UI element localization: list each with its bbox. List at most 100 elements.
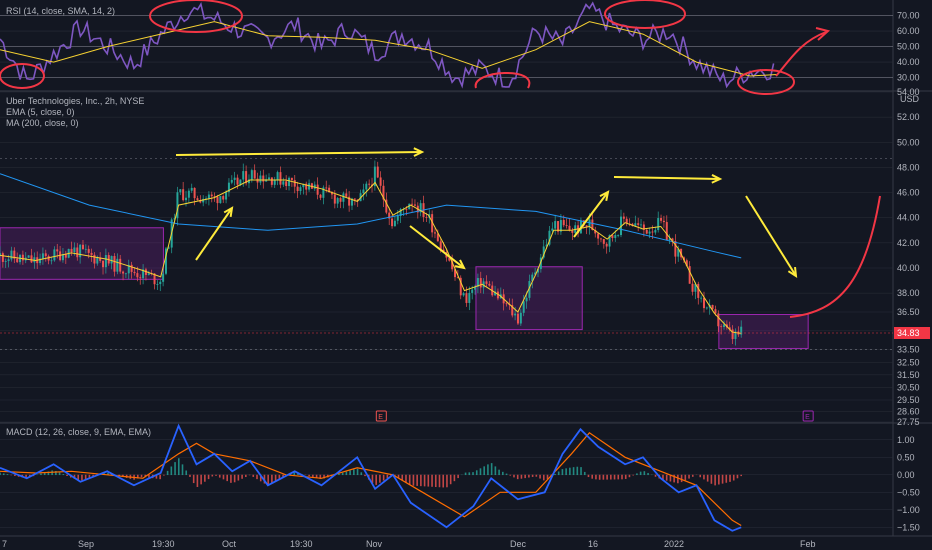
macd-histogram-bar [535, 474, 538, 477]
candle-body [279, 172, 282, 185]
candle-body [64, 254, 67, 258]
macd-histogram-bar [174, 462, 176, 476]
macd-histogram-bar [703, 474, 705, 480]
candle-body [79, 244, 82, 258]
macd-histogram-bar [610, 474, 612, 480]
candle-body [342, 193, 345, 202]
candle-body [585, 225, 588, 228]
price-legend-title: Uber Technologies, Inc., 2h, NYSE [6, 96, 145, 106]
macd-histogram-bar [315, 474, 318, 479]
candle-body [465, 293, 468, 303]
candle-body [322, 187, 325, 198]
candle-body [660, 218, 663, 221]
candle-body [734, 331, 737, 340]
macd-histogram-bar [356, 468, 359, 476]
candle-body [674, 241, 677, 257]
candle-body [594, 230, 597, 234]
candle-body [551, 228, 554, 231]
candle-body [668, 238, 671, 241]
candle-body [16, 258, 19, 263]
macd-histogram-bar [729, 474, 731, 482]
time-axis-label: 2022 [664, 539, 684, 549]
candle-body [179, 189, 182, 193]
macd-histogram-bar [43, 472, 46, 476]
macd-histogram-bar [613, 474, 616, 480]
price-tick-label: 31.50 [897, 370, 920, 380]
macd-histogram-bar [177, 458, 180, 476]
candle-body [462, 293, 465, 296]
candle-body [522, 301, 525, 313]
macd-histogram-bar [353, 469, 355, 476]
macd-histogram-bar [669, 474, 672, 482]
candle-body [379, 177, 382, 186]
macd-histogram-bar [293, 472, 296, 476]
candle-body [176, 192, 179, 219]
macd-histogram-bar [66, 474, 68, 476]
macd-histogram-bar [617, 474, 620, 480]
candle-body [568, 225, 571, 231]
candle-body [373, 166, 376, 187]
macd-histogram-bar [431, 474, 433, 487]
candle-body [622, 216, 625, 219]
candle-body [640, 224, 643, 226]
candle-body [296, 186, 299, 192]
macd-histogram-bar [699, 474, 702, 478]
candle-body [396, 215, 399, 221]
macd-histogram-bar [569, 467, 571, 476]
macd-histogram-bar [259, 474, 262, 482]
candle-body [425, 217, 428, 218]
candle-body [419, 203, 422, 213]
price-tick-label: 46.00 [897, 188, 920, 198]
earnings-marker-label: E [805, 414, 810, 421]
macd-histogram-bar [241, 474, 243, 479]
candle-body [448, 257, 451, 261]
candle-body [330, 192, 333, 195]
macd-histogram-bar [539, 474, 541, 479]
macd-histogram-bar [73, 474, 76, 479]
macd-histogram-bar [319, 474, 322, 479]
macd-histogram-bar [62, 474, 65, 476]
candle-body [451, 260, 454, 270]
candle-body [207, 194, 210, 199]
candle-body [242, 171, 245, 180]
macd-histogram-bar [464, 472, 467, 476]
candle-body [617, 235, 620, 236]
macd-histogram-bar [248, 474, 251, 476]
macd-histogram-bar [736, 474, 739, 479]
candle-body [239, 179, 242, 185]
candle-body [602, 239, 605, 244]
candle-body [270, 177, 273, 185]
candle-body [591, 219, 594, 231]
candle-body [588, 219, 591, 228]
macd-histogram-bar [14, 474, 16, 477]
candle-body [99, 257, 102, 261]
macd-histogram-bar [412, 474, 415, 486]
macd-histogram-bar [718, 474, 720, 485]
candle-body [539, 257, 542, 270]
candle-body [350, 198, 353, 206]
candle-body [139, 277, 142, 279]
macd-histogram-bar [364, 474, 366, 477]
candle-body [471, 289, 474, 293]
last-price-badge [894, 326, 930, 339]
macd-histogram-bar [2, 473, 5, 476]
candle-body [548, 230, 551, 245]
macd-histogram-bar [397, 474, 400, 479]
time-axis-label: Nov [366, 539, 383, 549]
macd-tick-label: 0.00 [897, 470, 915, 480]
candle-body [276, 172, 279, 181]
candle-body [339, 198, 342, 202]
earnings-marker [375, 410, 387, 422]
macd-histogram-bar [308, 474, 310, 477]
candle-body [187, 190, 190, 198]
macd-histogram-bar [509, 474, 512, 476]
macd-tick-label: −1.00 [897, 505, 920, 515]
candle-body [537, 269, 540, 273]
rsi-legend-label: RSI (14, close, SMA, 14, 2) [6, 6, 116, 16]
macd-histogram-bar [665, 474, 668, 481]
candle-body [345, 193, 348, 197]
trend-arrow-up [573, 191, 609, 238]
currency-label: USD [900, 94, 920, 104]
price-tick-label: 36.50 [897, 307, 920, 317]
consolidation-box [0, 227, 164, 280]
